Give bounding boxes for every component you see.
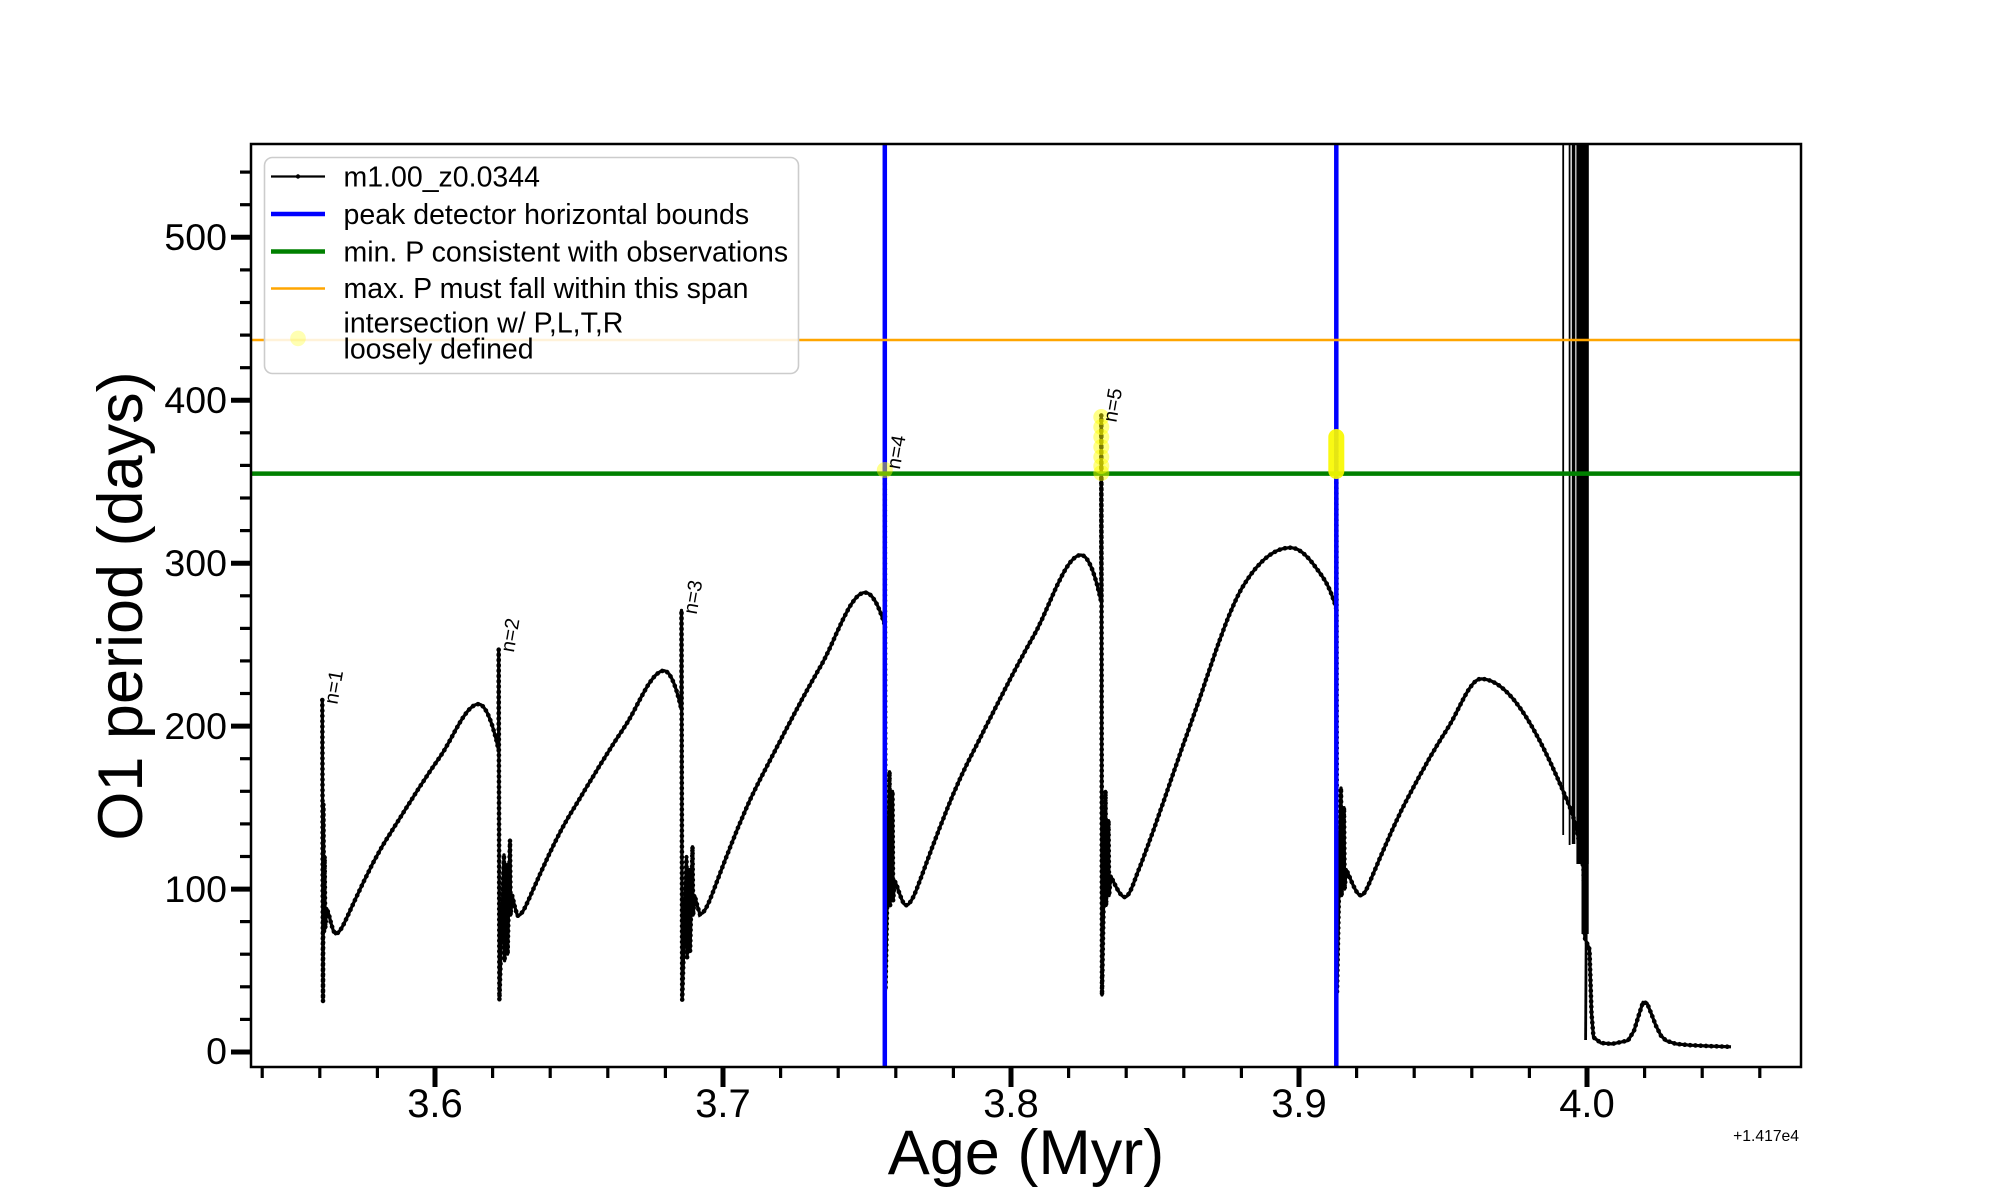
- svg-text:200: 200: [164, 705, 227, 747]
- svg-text:loosely defined: loosely defined: [344, 334, 534, 366]
- svg-text:4.0: 4.0: [1559, 1082, 1615, 1126]
- svg-text:300: 300: [164, 542, 227, 584]
- svg-text:O1 period (days): O1 period (days): [86, 371, 156, 840]
- svg-text:peak detector horizontal bound: peak detector horizontal bounds: [344, 199, 750, 231]
- svg-text:max. P must fall within this s: max. P must fall within this span: [344, 273, 749, 305]
- svg-text:0: 0: [206, 1030, 227, 1072]
- svg-text:Age (Myr): Age (Myr): [888, 1118, 1165, 1188]
- svg-text:intersection w/ P,L,T,R: intersection w/ P,L,T,R: [344, 308, 624, 340]
- svg-text:m1.00_z0.0344: m1.00_z0.0344: [344, 162, 541, 194]
- svg-text:500: 500: [164, 216, 227, 258]
- svg-text:3.8: 3.8: [983, 1082, 1039, 1126]
- svg-text:3.9: 3.9: [1271, 1082, 1327, 1126]
- svg-text:min. P consistent with observa: min. P consistent with observations: [344, 237, 789, 269]
- svg-text:3.6: 3.6: [407, 1082, 463, 1126]
- svg-text:3.7: 3.7: [695, 1082, 751, 1126]
- svg-text:+1.417e4: +1.417e4: [1733, 1128, 1799, 1145]
- svg-text:400: 400: [164, 379, 227, 421]
- svg-text:100: 100: [164, 868, 227, 910]
